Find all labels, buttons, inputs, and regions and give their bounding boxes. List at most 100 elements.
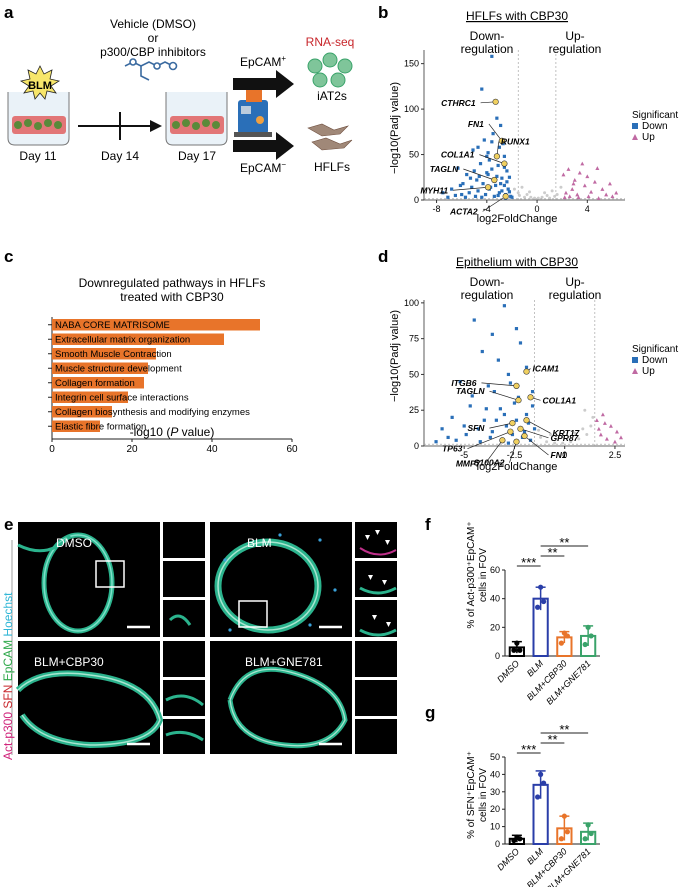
replicate-point <box>588 633 594 639</box>
point-down <box>456 166 460 170</box>
x-tick-label: -5 <box>460 450 468 460</box>
legend-b-up: Up <box>642 132 655 143</box>
point-down <box>482 138 486 142</box>
gene-leader-line <box>479 154 505 164</box>
point-down <box>506 441 511 445</box>
point-down <box>499 182 503 186</box>
legend-b-down-marker <box>632 123 638 129</box>
point-ns <box>561 441 565 445</box>
point-down <box>476 189 480 193</box>
point-up <box>598 432 603 437</box>
x-tick-label: 4 <box>585 204 590 214</box>
micrograph-blm-cbp30: BLM+CBP30 <box>15 641 205 754</box>
stain-legend: Act-p300 SFN EpCAM Hoechst <box>1 592 15 760</box>
point-down <box>482 418 486 422</box>
point-up <box>589 189 594 194</box>
point-up <box>592 179 597 184</box>
gene-leader-line <box>463 168 495 181</box>
point-down <box>524 365 529 369</box>
epcam-neg-label: EpCAM− <box>240 160 286 175</box>
point-down <box>465 172 469 177</box>
panel-label-a: a <box>4 3 14 22</box>
point-down <box>508 381 513 385</box>
point-ns <box>585 433 589 437</box>
gene-leader-line <box>520 428 549 439</box>
volcano-d-ylabel: −log10(Padj value) <box>389 310 401 402</box>
significance-label: *** <box>521 555 536 570</box>
legend-d-title: Significant <box>632 344 678 355</box>
volcano-plot-d: -5 -2.5 0 2.5 0 25 50 75 100 ITGB6 ICAM1 COL1A1 TAGL… <box>404 298 625 468</box>
pathway-title-line1: Downregulated pathways in HFLFs <box>79 276 266 290</box>
point-down <box>488 435 492 440</box>
legend-d-up: Up <box>642 366 655 377</box>
gene-highlight-point <box>484 184 492 191</box>
point-down <box>495 174 499 178</box>
x-tick-label: 40 <box>206 444 218 455</box>
point-ns <box>537 428 541 432</box>
point-down <box>498 407 502 411</box>
pathway-title-line2: treated with CBP30 <box>120 290 224 304</box>
gene-highlight-point <box>509 419 516 427</box>
gene-highlight-point <box>513 438 520 445</box>
volcano-d-up-1: Up- <box>565 275 584 289</box>
point-down <box>470 394 474 398</box>
point-down <box>468 404 472 408</box>
bar-f-ylabel-2: cells in FOV <box>478 548 489 602</box>
replicate-point <box>535 794 541 800</box>
point-down <box>506 187 510 191</box>
point-down <box>475 178 479 182</box>
point-up <box>604 192 609 197</box>
point-up <box>585 174 590 179</box>
replicate-point <box>517 836 523 842</box>
replicate-point <box>558 640 564 646</box>
point-down <box>487 158 491 162</box>
gene-leader-line <box>485 440 503 464</box>
point-down <box>484 407 488 411</box>
point-down <box>500 176 504 180</box>
gene-leader-line <box>453 186 489 191</box>
point-down <box>454 438 458 442</box>
y-tick-label: 0 <box>414 441 419 451</box>
point-down <box>446 195 450 199</box>
point-ns <box>525 193 529 197</box>
gene-label: COL1A1 <box>441 150 475 160</box>
bar-g-ylabel-1: % of SFN⁺EpCAM⁺ <box>466 751 477 839</box>
point-down <box>458 183 463 188</box>
replicate-point <box>582 836 588 842</box>
point-down <box>490 332 494 336</box>
gene-label: SFN <box>467 423 485 433</box>
point-down <box>490 167 494 171</box>
legend-d-up-marker <box>632 368 638 374</box>
volcano-b-down-2: regulation <box>461 42 514 56</box>
point-down <box>524 412 529 417</box>
point-down <box>485 171 489 175</box>
point-up <box>576 195 581 200</box>
day-11-label: Day 11 <box>19 149 56 163</box>
gene-label: FN1 <box>551 450 567 460</box>
gene-label: MYH11 <box>420 185 448 195</box>
volcano-d-down-1: Down- <box>470 275 505 289</box>
point-up <box>582 183 587 188</box>
pathway-bar-chart: NABA CORE MATRISOME Extracellular matrix … <box>48 317 298 455</box>
point-down <box>478 440 482 444</box>
point-down <box>473 194 478 198</box>
y-tick-label: 100 <box>404 298 419 308</box>
volcano-d-legend: Significant Down Up <box>632 344 678 377</box>
point-down <box>497 191 501 195</box>
gene-label: TAGLN <box>430 164 460 174</box>
y-tick-label: 25 <box>409 405 419 415</box>
gene-label: ICAM1 <box>533 364 560 374</box>
panel-b: b HFLFs with CBP30 Down- regulation Up- … <box>378 3 678 225</box>
point-ns <box>545 440 549 444</box>
pathway-label: Muscle structure development <box>55 364 182 375</box>
point-down <box>518 341 523 345</box>
point-down <box>504 424 509 428</box>
significance-label: ** <box>547 732 557 747</box>
point-up <box>572 178 577 182</box>
point-ns <box>536 196 540 200</box>
panel-g: g % of SFN⁺EpCAM⁺ cells in FOV 0 10 20 30 40… <box>425 703 600 887</box>
point-ns <box>533 196 537 200</box>
point-up <box>563 190 568 195</box>
panel-d: d Epithelium with CBP30 Down- regulation… <box>378 247 678 473</box>
pathway-label: Smooth Muscle Contraction <box>55 349 172 360</box>
